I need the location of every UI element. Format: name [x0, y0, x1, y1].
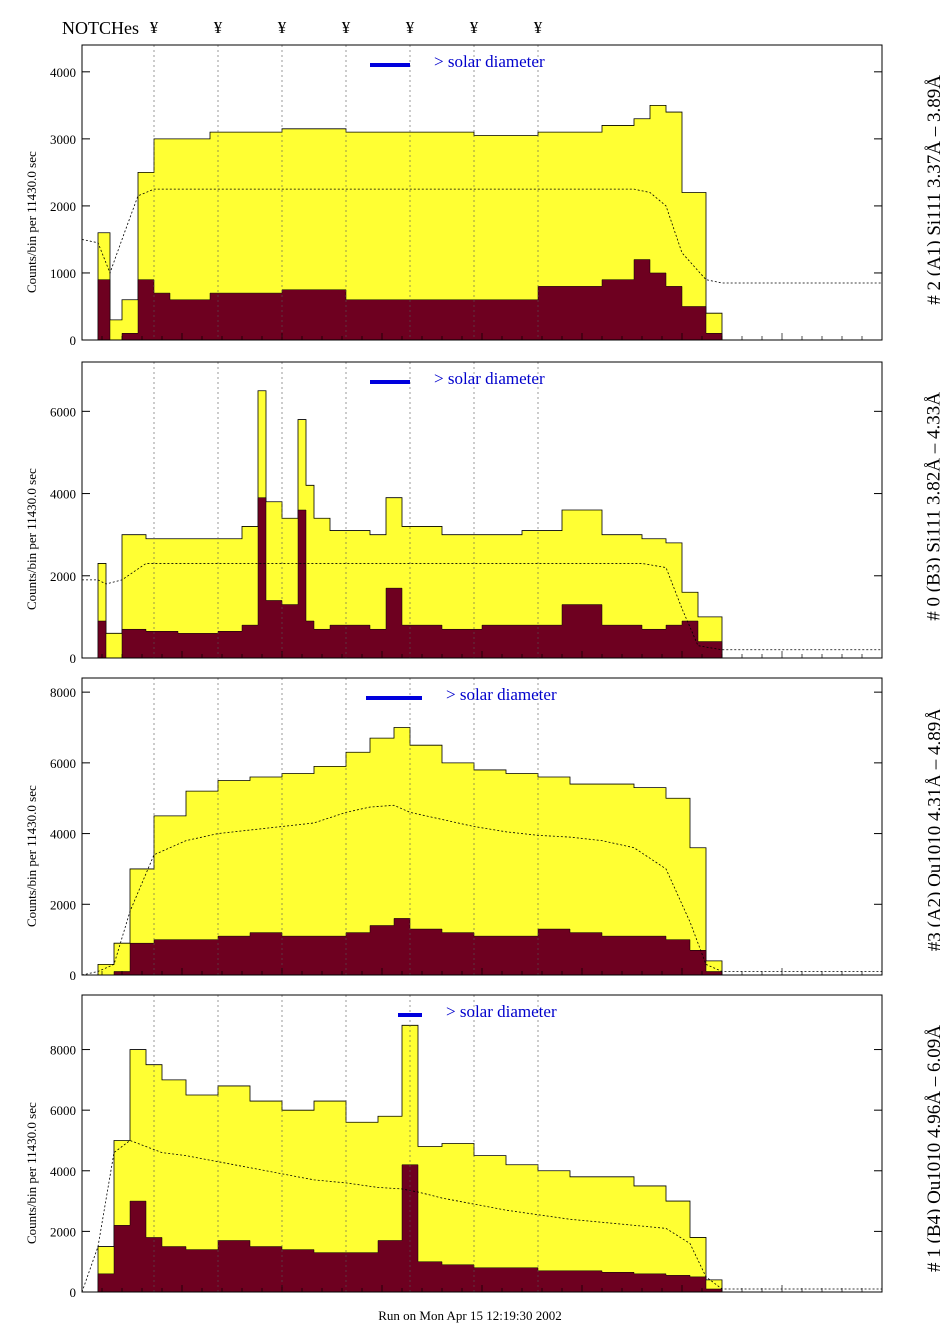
notch-marker: ¥: [405, 18, 415, 37]
y-tick-label: 2000: [50, 569, 76, 584]
panel-3: 0 2000 4000 6000 8000: [50, 994, 883, 1300]
run-timestamp: Run on Mon Apr 15 12:19:30 2002: [378, 1308, 562, 1323]
y-tick-label: 6000: [50, 1103, 76, 1118]
y-tick-label: 4000: [50, 827, 76, 842]
y-tick-label: 8000: [50, 1043, 76, 1058]
panel-range-label: # 2 (A1) Si111 3.37Å – 3.89Å: [924, 75, 940, 305]
panel-range-label: #3 (A2) Qu1010 4.31Å – 4.89Å: [924, 708, 940, 952]
panel-1: 0 2000 4000 6000: [50, 361, 883, 666]
notch-marker: ¥: [277, 18, 287, 37]
model-curve: [81, 188, 882, 284]
y-tick-label: 4000: [50, 65, 76, 80]
y-tick-label: 2000: [50, 199, 76, 214]
y-tick-label: 6000: [50, 756, 76, 771]
notch-marker: ¥: [469, 18, 479, 37]
solar-diameter-label: > solar diameter: [434, 369, 545, 388]
model-curve: [81, 804, 882, 976]
y-axis-label: Counts/bin per 11430.0 sec: [24, 784, 39, 927]
line-counts-area: [82, 259, 882, 341]
panel-0: 0 1000 2000 3000 4000: [50, 44, 883, 348]
y-tick-label: 0: [70, 968, 77, 983]
model-curve: [81, 1140, 882, 1293]
y-axis-label: Counts/bin per 11430.0 sec: [24, 1101, 39, 1244]
total-counts-area: [82, 390, 882, 659]
y-tick-label: 3000: [50, 132, 76, 147]
y-tick-label: 0: [70, 1285, 77, 1300]
y-tick-label: 0: [70, 333, 77, 348]
y-tick-label: 4000: [50, 1164, 76, 1179]
panel-range-label: # 0 (B3) Si111 3.82Å – 4.33Å: [924, 392, 940, 621]
y-tick-label: 8000: [50, 685, 76, 700]
solar-diameter-label: > solar diameter: [434, 52, 545, 71]
y-axis-label: Counts/bin per 11430.0 sec: [24, 468, 39, 610]
notch-marker: ¥: [213, 18, 223, 37]
y-tick-label: 2000: [50, 897, 76, 912]
notches-title: NOTCHes: [62, 18, 139, 38]
y-tick-label: 6000: [50, 404, 76, 419]
solar-diameter-label: > solar diameter: [446, 1002, 557, 1021]
notch-marker: ¥: [533, 18, 543, 37]
y-tick-label: 4000: [50, 487, 76, 502]
y-tick-label: 0: [70, 651, 77, 666]
notch-marker: ¥: [341, 18, 351, 37]
panel-range-label: # 1 (B4) Qu1010 4.96Å – 6.09Å: [924, 1025, 940, 1272]
notch-marker: ¥: [149, 18, 159, 37]
y-axis-label: Counts/bin per 11430.0 sec: [24, 150, 39, 293]
panel-2: 0 2000 4000 6000 8000: [50, 677, 883, 983]
y-tick-label: 2000: [50, 1224, 76, 1239]
solar-diameter-label: > solar diameter: [446, 685, 557, 704]
y-tick-label: 1000: [50, 266, 76, 281]
